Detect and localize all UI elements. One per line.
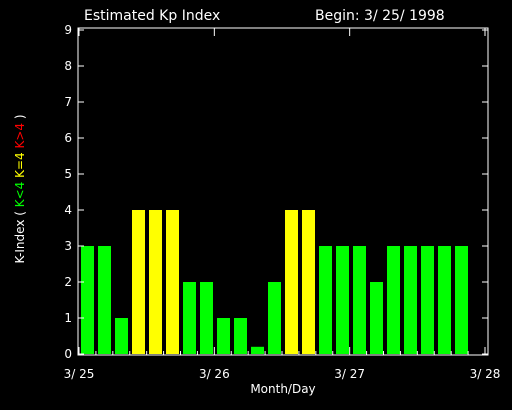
bar [404,246,417,354]
y-axis-label-part: K>4 [13,123,27,152]
bar [98,246,111,354]
bar [319,246,332,354]
bar [234,318,247,354]
bars-layer [81,210,468,354]
bar [81,246,94,354]
bar [336,246,349,354]
y-tick-label: 2 [64,275,72,289]
bar [166,210,179,354]
tick-labels-layer: 0 1 2 3 4 5 6 7 8 9 3/ 25 3/ 26 3/ 27 3/ 28 [64,23,501,381]
bar [183,282,196,354]
bar [268,282,281,354]
bar [370,282,383,354]
bar [217,318,230,354]
y-tick-label: 6 [64,131,72,145]
ticks-layer [78,28,488,355]
bar [455,246,468,354]
bar [438,246,451,354]
y-tick-label: 4 [64,203,72,217]
y-axis-label-part: ) [13,114,27,123]
bar [421,246,434,354]
bar [149,210,162,354]
bar [353,246,366,354]
x-tick-label: 3/ 28 [470,367,501,381]
bar [132,210,145,354]
y-axis-label-text: K-Index ( K<4 K=4 K>4 ) [13,114,27,263]
x-tick-label: 3/ 25 [64,367,95,381]
bar [115,318,128,354]
y-axis-label-part: K-Index ( [13,211,27,263]
y-tick-label: 5 [64,167,72,181]
x-tick-label: 3/ 27 [334,367,365,381]
bar [285,210,298,354]
bar [387,246,400,354]
x-axis-label: Month/Day [250,382,315,396]
bar [200,282,213,354]
x-tick-label: 3/ 26 [199,367,230,381]
y-tick-label: 3 [64,239,72,253]
y-axis-label-part: K=4 [13,152,27,181]
y-tick-label: 1 [64,311,72,325]
y-tick-label: 0 [64,347,72,361]
bar [302,210,315,354]
chart-title: Estimated Kp Index [84,8,220,24]
y-tick-label: 7 [64,95,72,109]
y-axis-label: K-Index ( K<4 K=4 K>4 ) [13,114,27,263]
y-axis-label-part: K<4 [13,182,27,211]
y-tick-label: 8 [64,59,72,73]
plot-frame [77,27,489,356]
y-tick-label: 9 [64,23,72,37]
bar [251,346,264,354]
begin-date: Begin: 3/ 25/ 1998 [315,8,445,24]
